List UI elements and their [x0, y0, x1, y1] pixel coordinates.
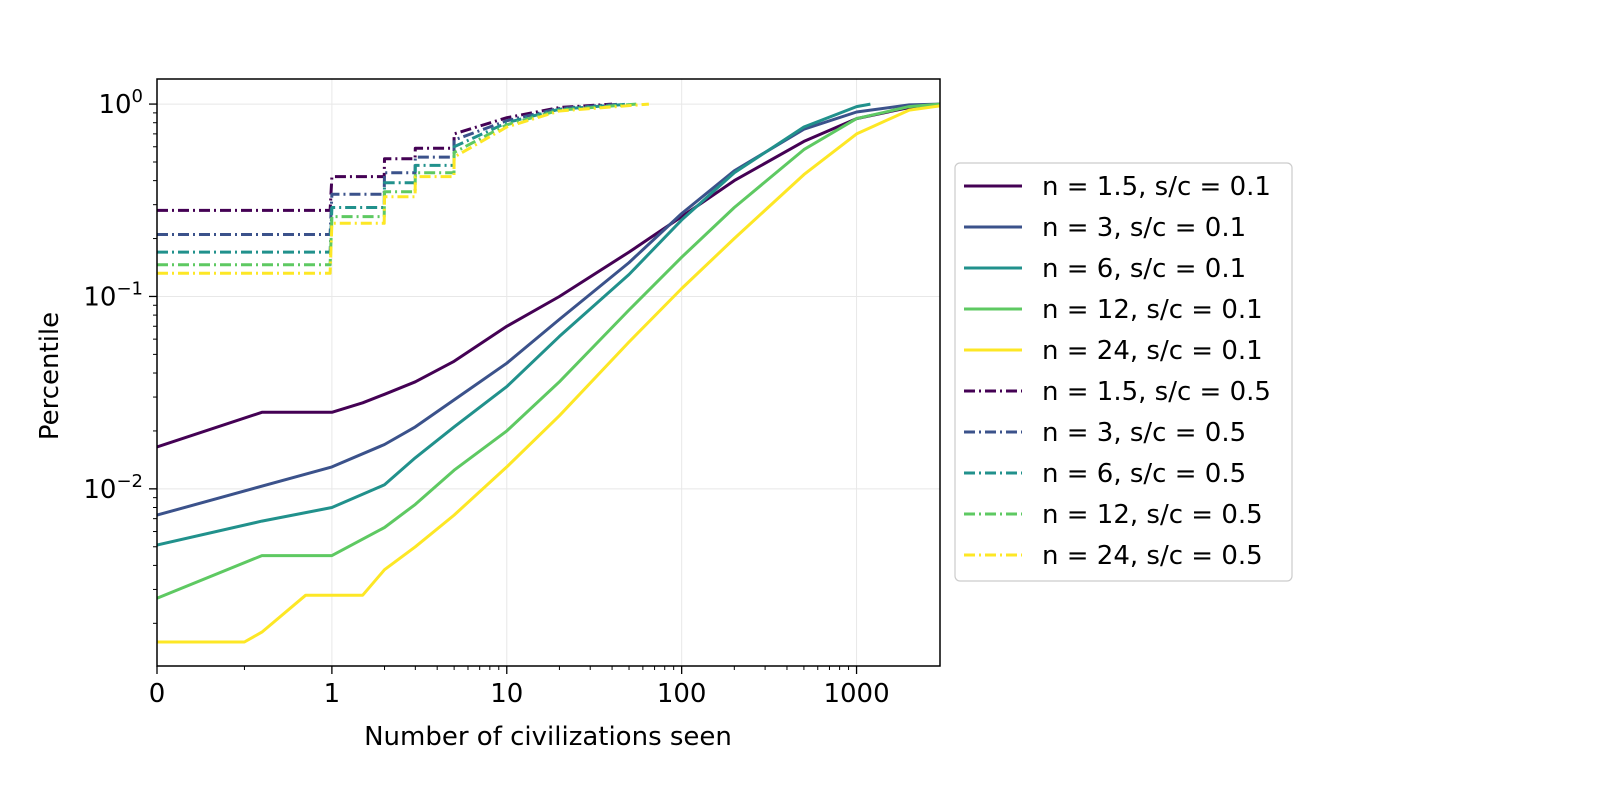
series-layer: [157, 102, 940, 644]
x-tick-label: 100: [657, 679, 707, 709]
legend-label-3: n = 6, s/c = 0.1: [1042, 254, 1246, 284]
series-line-10: [157, 102, 650, 275]
legend-label-5: n = 24, s/c = 0.1: [1042, 336, 1263, 366]
legend-label-6: n = 1.5, s/c = 0.5: [1042, 377, 1271, 407]
series-line-2: [157, 102, 940, 517]
legend-label-8: n = 6, s/c = 0.5: [1042, 459, 1246, 489]
series-line-5: [157, 104, 940, 644]
legend: n = 1.5, s/c = 0.1 n = 3, s/c = 0.1 n = 6,…: [954, 162, 1293, 582]
legend-label-4: n = 12, s/c = 0.1: [1042, 295, 1263, 325]
series-line-9: [157, 102, 637, 267]
y-tick-label: 100: [98, 86, 143, 120]
series-line-7: [157, 102, 622, 236]
legend-label-10: n = 24, s/c = 0.5: [1042, 541, 1263, 571]
legend-label-2: n = 3, s/c = 0.1: [1042, 213, 1246, 243]
y-tick-label: 10−2: [83, 471, 143, 505]
legend-box: [954, 162, 1293, 582]
x-axis-label: Number of civilizations seen: [364, 722, 732, 752]
legend-label-1: n = 1.5, s/c = 0.1: [1042, 172, 1271, 202]
legend-label-7: n = 3, s/c = 0.5: [1042, 418, 1246, 448]
x-tick-label: 0: [149, 679, 166, 709]
legend-label-9: n = 12, s/c = 0.5: [1042, 500, 1263, 530]
series-line-1: [157, 102, 940, 449]
plot-frame: [156, 78, 941, 667]
x-tick-label: 10: [490, 679, 523, 709]
y-axis-ticks: 10−2 10−1 100: [83, 86, 157, 624]
x-tick-label: 1: [324, 679, 341, 709]
y-axis-label: Percentile: [35, 312, 65, 440]
series-line-4: [157, 102, 940, 600]
series-line-8: [157, 102, 630, 254]
series-line-3: [157, 102, 871, 547]
series-line-6: [157, 102, 613, 212]
x-axis-ticks: 0 1 10 100 1000: [149, 666, 890, 709]
grid-lines: [156, 79, 940, 666]
y-tick-label: 10−1: [83, 278, 143, 312]
x-tick-label: 1000: [823, 679, 889, 709]
